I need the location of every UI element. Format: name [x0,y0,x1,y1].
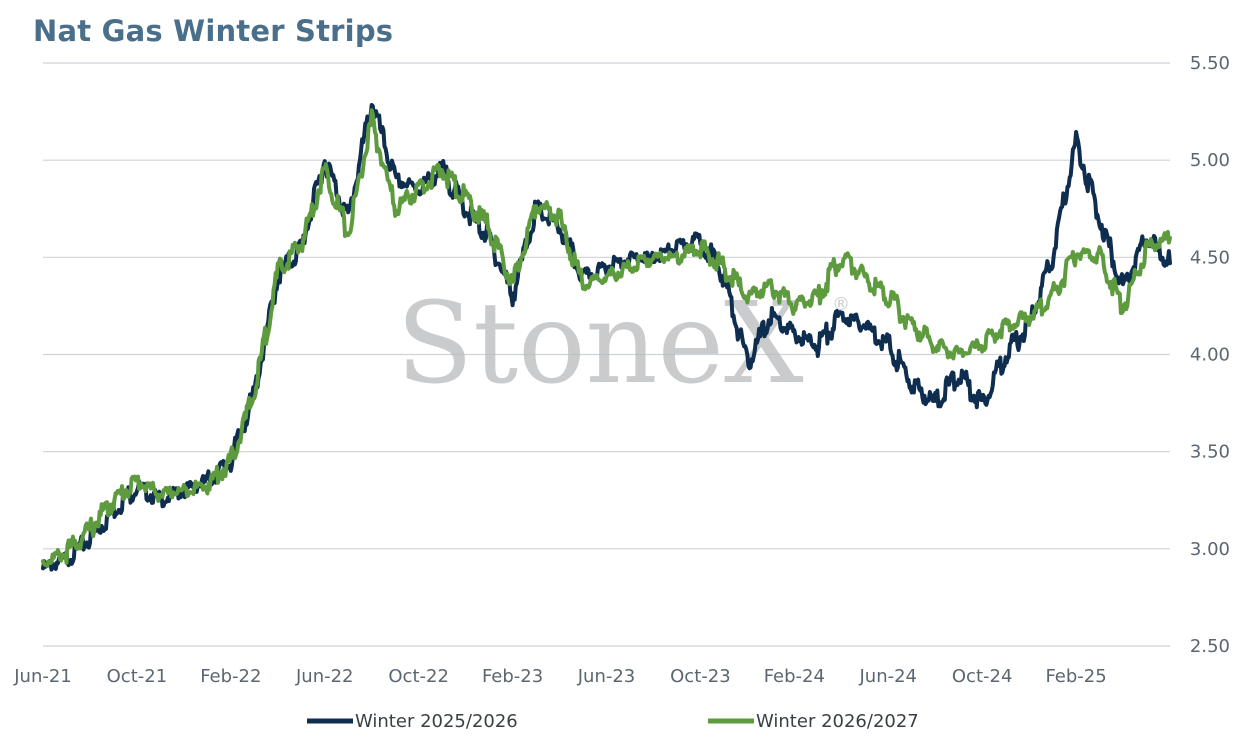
y-tick-label: 5.00 [1190,150,1230,171]
y-tick-label: 3.00 [1190,539,1230,560]
y-tick-label: 2.50 [1190,636,1230,657]
x-tick-label: Oct-24 [952,666,1013,687]
x-axis-ticks: Jun-21 Oct-21 Feb-22 Jun-22 Oct-22 Feb-23 Jun-… [13,666,1106,687]
y-tick-label: 5.50 [1190,53,1230,74]
series-lines [41,103,1172,572]
legend-label: Winter 2025/2026 [355,711,518,732]
x-tick-label: Feb-24 [764,666,825,687]
x-tick-label: Jun-24 [858,666,917,687]
stonex-watermark: StoneX [396,279,804,409]
x-tick-label: Oct-21 [107,666,168,687]
x-tick-label: Jun-22 [295,666,354,687]
legend: Winter 2025/2026 Winter 2026/2027 [307,711,919,732]
x-tick-label: Feb-22 [200,666,261,687]
x-tick-label: Jun-21 [13,666,72,687]
legend-label: Winter 2026/2027 [756,711,919,732]
chart-title: Nat Gas Winter Strips [33,14,394,48]
x-tick-label: Oct-22 [388,666,449,687]
y-axis-ticks: 2.50 3.00 3.50 4.00 4.50 5.00 5.50 [1190,53,1230,657]
x-tick-label: Oct-23 [670,666,731,687]
x-tick-label: Feb-23 [482,666,543,687]
y-tick-label: 4.50 [1190,247,1230,268]
series-line-2 [41,108,1172,568]
y-tick-label: 3.50 [1190,442,1230,463]
x-tick-label: Jun-23 [577,666,636,687]
x-tick-label: Feb-25 [1045,666,1106,687]
y-tick-label: 4.00 [1190,345,1230,366]
